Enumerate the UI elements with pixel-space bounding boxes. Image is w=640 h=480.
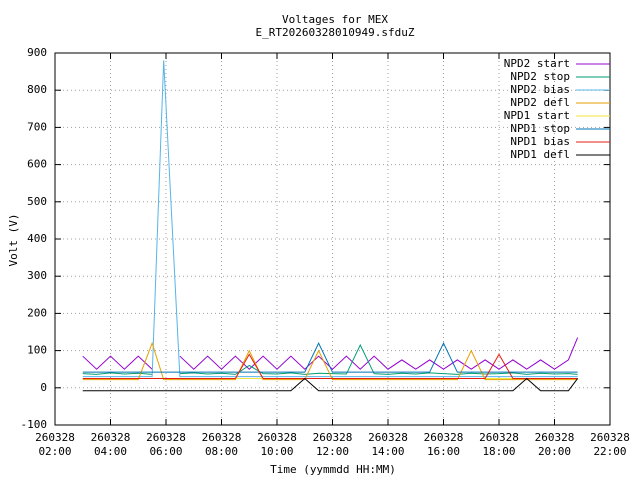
legend-label: NPD1 stop	[510, 122, 570, 135]
x-tick-label: 260328 06:00	[146, 431, 186, 458]
series-line	[82, 353, 578, 379]
y-tick-label: 600	[27, 158, 47, 171]
series-line	[179, 343, 578, 375]
y-tick-label: -100	[21, 418, 48, 431]
y-tick-label: 300	[27, 269, 47, 282]
y-tick-label: 500	[27, 195, 47, 208]
series-line	[179, 337, 579, 370]
series-line	[82, 377, 579, 392]
y-tick-label: 100	[27, 344, 47, 357]
x-tick-label: 260328 12:00	[313, 431, 353, 458]
legend-label: NPD1 bias	[510, 135, 570, 148]
x-tick-label: 260328 08:00	[202, 431, 242, 458]
series-line	[82, 372, 153, 375]
y-tick-label: 800	[27, 83, 47, 96]
x-tick-label: 260328 16:00	[424, 431, 464, 458]
x-tick-label: 260328 20:00	[535, 431, 575, 458]
legend-label: NPD2 stop	[510, 70, 570, 83]
x-tick-label: 260328 22:00	[590, 431, 630, 458]
legend-label: NPD2 start	[504, 57, 570, 70]
y-tick-label: 200	[27, 306, 47, 319]
legend-label: NPD1 defl	[510, 148, 570, 161]
legend-label: NPD2 defl	[510, 96, 570, 109]
series-line	[82, 355, 153, 370]
plot-frame	[54, 52, 611, 426]
y-axis-label: Volt (V)	[7, 214, 20, 267]
legend-label: NPD2 bias	[510, 83, 570, 96]
x-axis-label: Time (yymmdd HH:MM)	[270, 463, 396, 476]
series-line	[82, 60, 578, 378]
chart-title: Voltages for MEX	[282, 13, 388, 26]
x-tick-label: 260328 02:00	[35, 431, 75, 458]
chart-subtitle: E_RT20260328010949.sfduZ	[256, 26, 415, 39]
x-tick-label: 260328 14:00	[368, 431, 408, 458]
y-tick-label: 700	[27, 120, 47, 133]
x-tick-label: 260328 18:00	[479, 431, 519, 458]
x-tick-label: 260328 04:00	[91, 431, 131, 458]
series-line	[82, 342, 578, 373]
y-tick-label: 0	[40, 381, 47, 394]
y-tick-label: 900	[27, 46, 47, 59]
y-tick-label: 400	[27, 232, 47, 245]
x-tick-label: 260328 10:00	[257, 431, 297, 458]
series-line	[82, 341, 578, 381]
legend-label: NPD1 start	[504, 109, 570, 122]
